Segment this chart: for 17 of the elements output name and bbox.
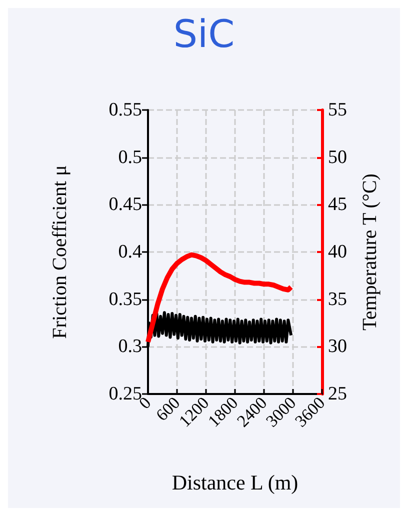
y-tick-label: 0.5 [118,146,142,168]
y-tick-label: 0.3 [118,336,142,358]
y2-tick-label: 55 [328,100,347,120]
y2-tick-label: 50 [328,146,347,168]
y-tick-label: 0.55 [108,100,142,120]
y2-tick-label: 30 [328,336,347,358]
y-tick-label: 0.4 [118,242,142,262]
y2-tick-label: 25 [328,384,347,404]
chart-title: SiC [173,12,235,56]
y2-axis-title: Temperature T (°C) [359,174,381,330]
y2-tick-label: 45 [328,194,347,216]
y2-tick-label: 35 [328,288,347,310]
y-tick-label: 0.35 [108,288,142,310]
x-axis-title: Distance L (m) [172,470,298,494]
y2-tick-label: 40 [328,242,347,262]
y-axis-title: Friction Coefficient μ [49,165,71,339]
y-tick-label: 0.45 [108,194,142,216]
